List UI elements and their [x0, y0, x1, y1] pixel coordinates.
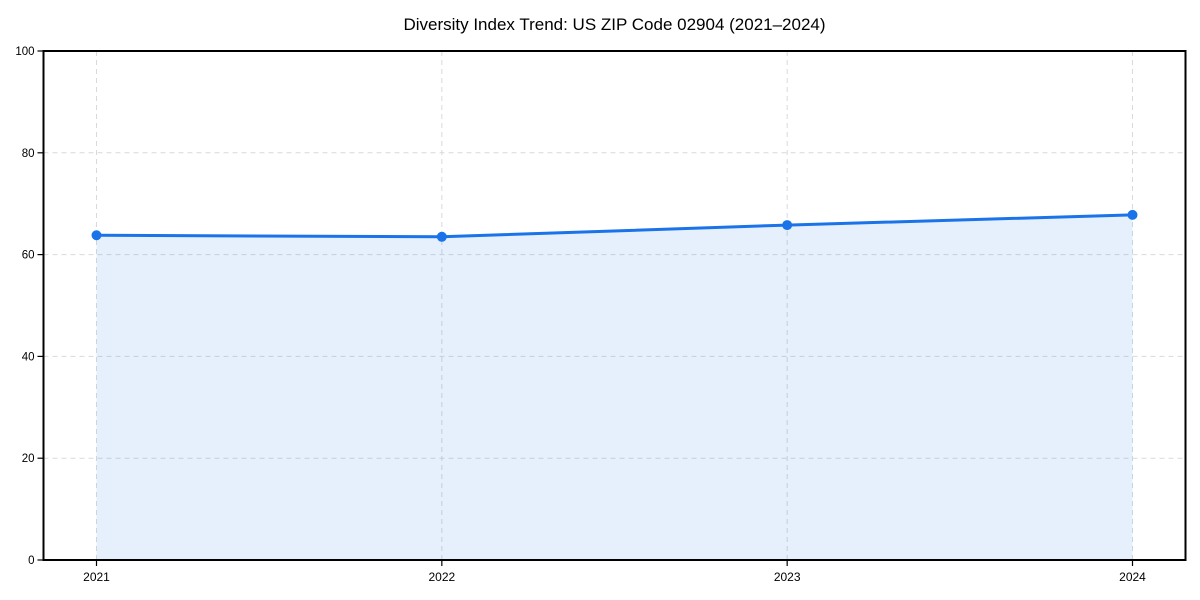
area-fill [96, 214, 1133, 560]
tick-labels-layer: 0 20 40 60 80 100 2021 2022 2023 2024 [15, 46, 1146, 584]
data-point-2023 [782, 220, 793, 231]
axis-frame [42, 50, 1187, 561]
x-tick-label: 2022 [428, 570, 455, 584]
x-tick-label: 2023 [774, 570, 801, 584]
trend-line-layer [95, 213, 1134, 239]
data-point-2024 [1127, 209, 1138, 220]
area-fill-layer [96, 214, 1133, 560]
axes-layer [37, 50, 1187, 566]
x-tick-label: 2024 [1119, 570, 1146, 584]
data-points-layer [91, 209, 1138, 242]
data-point-2021 [91, 230, 102, 241]
data-point-2022 [436, 231, 447, 242]
y-tick-label: 100 [15, 46, 34, 58]
y-tick-label: 40 [22, 351, 35, 363]
x-tick-label: 2021 [83, 570, 110, 584]
y-tick-label: 20 [22, 453, 35, 465]
y-tick-label: 60 [22, 250, 35, 262]
y-tick-label: 80 [22, 148, 35, 160]
trend-line [95, 213, 1134, 239]
chart-title: Diversity Index Trend: US ZIP Code 02904… [403, 15, 825, 34]
y-tick-label: 0 [28, 555, 34, 567]
